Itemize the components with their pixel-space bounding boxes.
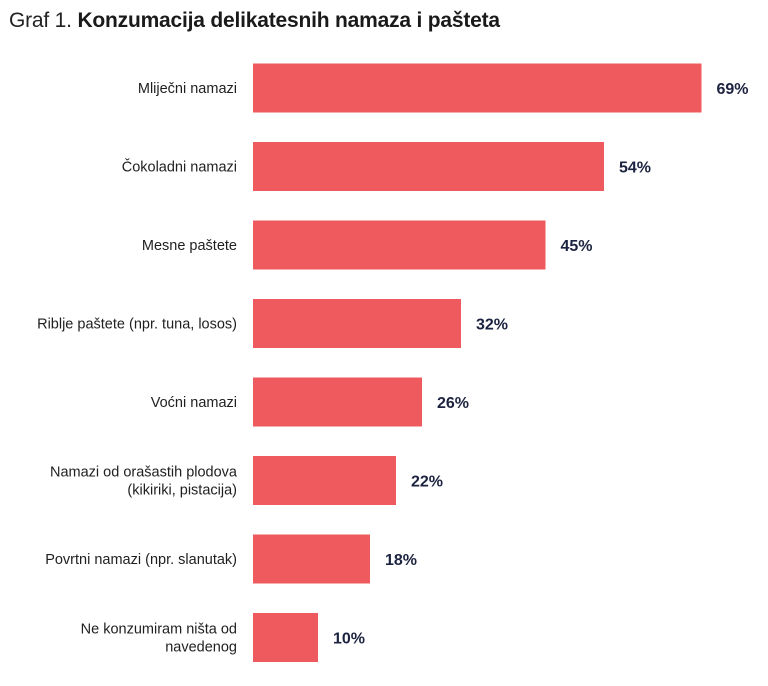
bar: [253, 63, 702, 113]
value-label: 32%: [476, 317, 508, 334]
value-label: 22%: [411, 474, 443, 491]
category-label: (kikiriki, pistacija): [127, 483, 237, 499]
category-label: Mesne paštete: [142, 238, 237, 254]
category-label: Mliječni namazi: [138, 81, 237, 97]
category-label: Riblje paštete (npr. tuna, losos): [37, 317, 237, 333]
bar: [253, 377, 422, 427]
bar: [253, 613, 318, 662]
bar: [253, 220, 546, 270]
value-label: 10%: [333, 631, 365, 648]
value-label: 26%: [437, 395, 469, 412]
category-label: navedenog: [165, 640, 237, 656]
value-label: 45%: [561, 238, 593, 255]
bar: [253, 534, 370, 584]
category-label: Čokoladni namazi: [122, 159, 237, 176]
category-label: Voćni namazi: [151, 395, 237, 411]
chart-title-prefix: Graf 1.: [9, 9, 72, 32]
value-label: 54%: [619, 160, 651, 177]
bar: [253, 299, 461, 348]
chart-title: Graf 1. Konzumacija delikatesnih namaza …: [9, 8, 500, 34]
bar: [253, 142, 604, 191]
bar: [253, 456, 396, 505]
chart-title-main: Konzumacija delikatesnih namaza i paštet…: [77, 9, 500, 32]
value-label: 18%: [385, 552, 417, 569]
category-label: Povrtni namazi (npr. slanutak): [45, 552, 237, 568]
category-label: Namazi od orašastih plodova: [50, 465, 238, 481]
value-label: 69%: [717, 81, 749, 98]
category-label: Ne konzumiram ništa od: [81, 622, 237, 638]
